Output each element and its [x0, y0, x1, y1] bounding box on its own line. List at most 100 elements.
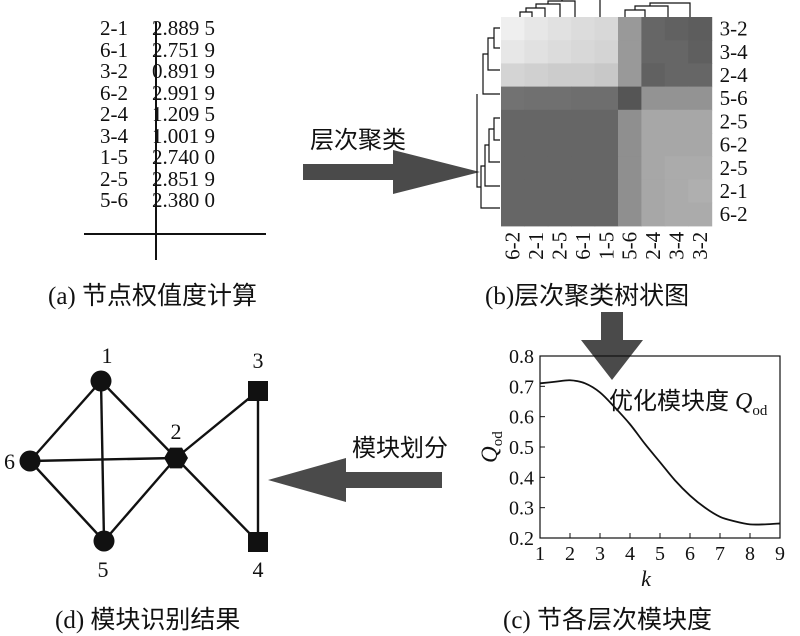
table-row: 2-5 2.851 9: [100, 166, 215, 191]
heatmap-cell: [524, 202, 549, 227]
caption-a: (a) 节点权值度计算: [48, 283, 257, 310]
heatmap-col-label: 3-4: [665, 231, 689, 259]
table-row: 2-4 1.209 5: [100, 102, 215, 126]
x-tick-label: 8: [745, 543, 755, 565]
heatmap-cell: [524, 179, 549, 204]
heatmap-cell: [524, 40, 549, 64]
node-pair-cell: 5-6: [100, 188, 128, 212]
heatmap-cell: [547, 63, 572, 88]
heatmap-cell: [618, 40, 642, 64]
table-bottom-rule: [84, 233, 266, 235]
optimize-q-subscript: od: [752, 402, 768, 419]
network-node-6: [19, 450, 41, 472]
weight-cell: 2.851 9: [152, 166, 215, 191]
heatmap-cell: [594, 133, 619, 157]
heatmap-cell: [571, 133, 596, 157]
node-pair-cell: 3-4: [100, 123, 128, 148]
heatmap-cell: [594, 40, 619, 64]
weight-cell: 2.991 9: [152, 80, 215, 105]
cluster-arrow-label: 层次聚类: [310, 128, 406, 154]
heatmap-cell: [688, 86, 713, 111]
caption-b: (b)层次聚类树状图: [485, 283, 690, 310]
y-axis-label-symbol: Q: [477, 446, 502, 463]
y-tick-label: 0.8: [509, 346, 534, 368]
y-tick-label: 0.2: [509, 528, 534, 550]
modularity-chart: 1 2 3 4 5 6 7 8 9 0.2 0.3 0.4 0.5 0.6 0.7 0.8 k Qod: [477, 346, 785, 591]
heatmap-cell: [571, 156, 596, 180]
network-node-label: 3: [253, 348, 264, 373]
heatmap-cell: [594, 86, 619, 111]
heatmap-cell: [594, 63, 619, 88]
y-tick-label: 0.4: [509, 467, 534, 489]
y-axis-label-subscript: od: [490, 431, 506, 447]
node-pair-cell: 2-4: [100, 102, 128, 126]
network-node-2: [164, 447, 188, 469]
heatmap-cell: [547, 179, 572, 204]
optimize-arrow-label: 优化模块度 Qod: [609, 381, 767, 420]
network-node-5: [93, 530, 115, 552]
node-pair-cell: 6-1: [100, 37, 128, 62]
optimize-label-text: 优化模块度: [609, 389, 729, 415]
heatmap-col-label: 3-2: [688, 232, 712, 260]
heatmap-cell: [594, 109, 619, 134]
weight-cell: 2.751 9: [152, 37, 215, 62]
heatmap-cell: [547, 17, 572, 41]
y-tick-label: 0.6: [509, 407, 534, 429]
y-tick-label: 0.5: [509, 437, 534, 459]
partition-arrow-label: 模块划分: [352, 436, 448, 462]
heatmap-cell: [664, 202, 689, 227]
heatmap-cell: [501, 40, 525, 64]
heatmap-cell: [547, 133, 572, 157]
heatmap-row-label: 3-2: [720, 17, 748, 41]
heatmap-cell: [547, 86, 572, 111]
heatmap-col-label: 2-4: [641, 231, 665, 259]
y-tick-label: 0.7: [509, 376, 534, 398]
heatmap-row-label: 2-5: [720, 156, 748, 180]
table-row: 3-4 1.001 9: [100, 123, 215, 148]
heatmap-cell: [571, 202, 596, 227]
weight-cell: 2.740 0: [152, 145, 215, 169]
heatmap-cell: [688, 202, 713, 227]
table-row: 2-1 2.889 5: [100, 17, 215, 40]
heatmap-cell: [501, 17, 525, 41]
node-weight-table: 2-1 2.889 5 6-1 2.751 9 3-2 0.891 9 6-2 2.991 9…: [100, 17, 215, 212]
heatmap-cell: [547, 156, 572, 180]
heatmap-col-label: 6-2: [501, 232, 525, 260]
heatmap-cell: [571, 86, 596, 111]
heatmap-cell: [688, 17, 713, 41]
heatmap-cell: [571, 179, 596, 204]
caption-c: (c) 节各层次模块度: [503, 607, 712, 634]
weight-cell: 1.001 9: [152, 123, 215, 148]
heatmap-row-labels: 3-23-42-45-62-56-22-52-16-2: [720, 17, 748, 227]
heatmap-cell: [688, 63, 713, 88]
heatmap-col-label: 2-5: [548, 232, 572, 260]
heatmap-cell: [594, 156, 619, 180]
heatmap-cell: [571, 17, 596, 41]
y-axis-label: Qod: [477, 431, 506, 463]
heatmap-row-label: 3-4: [720, 40, 748, 64]
heatmap-cell: [688, 179, 713, 204]
heatmap-cell: [594, 202, 619, 227]
heatmap-cell: [641, 156, 666, 180]
table-row: 3-2 0.891 9: [100, 60, 215, 83]
heatmap-cell: [618, 156, 642, 180]
heatmap-cell: [664, 63, 689, 88]
heatmap-cell: [664, 17, 689, 41]
heatmap-cell: [501, 179, 525, 204]
y-tick-label: 0.3: [509, 498, 534, 520]
heatmap-cell: [618, 86, 642, 111]
x-tick-label: 6: [685, 543, 695, 565]
heatmap-cell: [501, 156, 525, 180]
module-network: 1 2 3 4 5 6: [4, 343, 268, 582]
heatmap-cell: [641, 133, 666, 157]
heatmap-cell: [641, 63, 666, 88]
table-row: 5-6 2.380 0: [100, 188, 215, 212]
heatmap-cell: [547, 109, 572, 134]
node-pair-cell: 6-2: [100, 80, 128, 105]
heatmap-cell: [664, 156, 689, 180]
chart-frame: [539, 355, 781, 539]
network-edge: [100, 380, 177, 459]
network-node-1: [90, 370, 112, 392]
heatmap-cell: [641, 40, 666, 64]
